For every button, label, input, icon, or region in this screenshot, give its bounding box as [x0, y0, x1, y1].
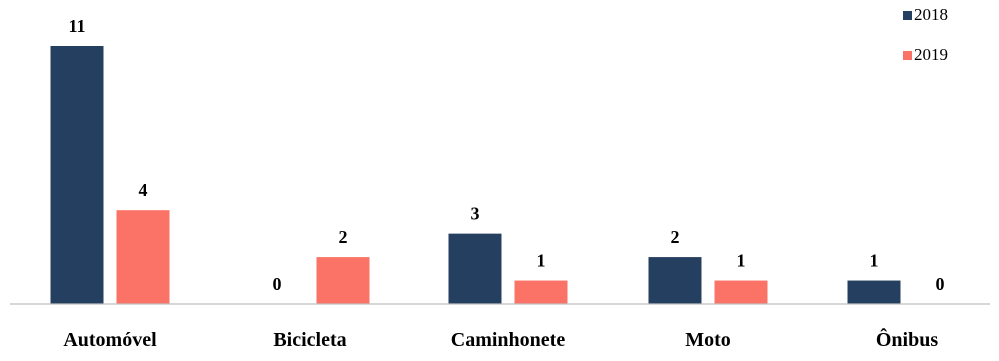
- value-label-2018-1: 0: [273, 274, 282, 294]
- bar-2018-0: [50, 46, 104, 304]
- legend: 2018 2019: [903, 5, 948, 64]
- value-label-2018-4: 1: [870, 251, 879, 271]
- bar-2018-3: [648, 257, 702, 304]
- value-label-2018-0: 11: [68, 16, 85, 36]
- legend-label-2019: 2019: [914, 45, 948, 64]
- value-label-2018-2: 3: [471, 204, 480, 224]
- value-label-2019-3: 1: [737, 251, 746, 271]
- value-label-2019-1: 2: [339, 227, 348, 247]
- category-label-0: Automóvel: [63, 329, 157, 351]
- category-label-4: Ônibus: [876, 327, 938, 351]
- legend-swatch-2018: [903, 11, 912, 20]
- bar-2018-4: [847, 280, 901, 304]
- bars-group: [50, 46, 901, 304]
- legend-swatch-2019: [903, 51, 912, 60]
- value-label-2019-4: 0: [936, 274, 945, 294]
- bar-2018-2: [448, 233, 502, 304]
- value-label-2019-0: 4: [139, 180, 148, 200]
- bar-2019-0: [116, 210, 170, 304]
- category-label-2: Caminhonete: [451, 329, 566, 351]
- category-label-1: Bicicleta: [273, 329, 346, 351]
- value-label-2018-3: 2: [671, 227, 680, 247]
- bar-2019-2: [514, 280, 568, 304]
- value-label-2019-2: 1: [537, 251, 546, 271]
- category-label-3: Moto: [685, 329, 731, 351]
- bar-2019-1: [316, 257, 370, 304]
- bar-2019-3: [714, 280, 768, 304]
- category-labels-group: Automóvel Bicicleta Caminhonete Moto Ônibus: [63, 327, 938, 351]
- legend-label-2018: 2018: [914, 5, 948, 24]
